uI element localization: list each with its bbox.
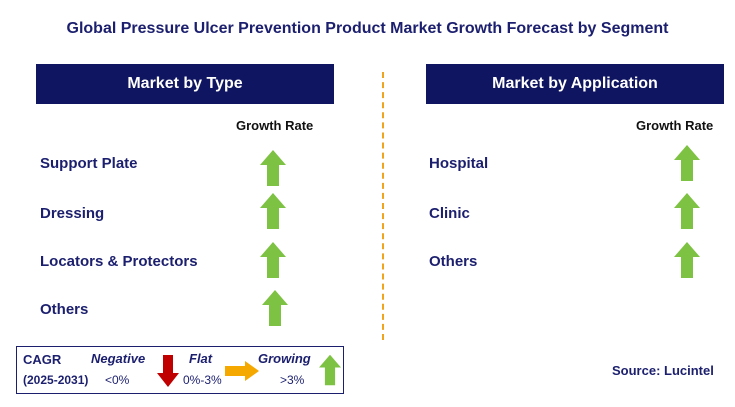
legend-growing-range: >3% xyxy=(280,373,305,387)
application-row-label-clinic: Clinic xyxy=(429,205,470,222)
legend-cagr-label: CAGR xyxy=(23,352,62,367)
type-row-label-others: Others xyxy=(40,301,89,318)
type-panel-header: Market by Type xyxy=(36,64,334,104)
legend-flat-label: Flat xyxy=(189,351,213,366)
cagr-legend: CAGR (2025-2031) Negative <0% Flat 0%-3%… xyxy=(16,346,344,394)
arrow-up-icon xyxy=(319,354,341,386)
arrow-up-icon xyxy=(262,290,288,326)
type-row-label-dressing: Dressing xyxy=(40,205,105,222)
legend-negative-label: Negative xyxy=(91,351,146,366)
arrow-up-icon xyxy=(674,242,700,278)
legend-growing-label: Growing xyxy=(258,351,311,366)
page-title: Global Pressure Ulcer Prevention Product… xyxy=(66,20,669,37)
type-growth-rate-label: Growth Rate xyxy=(236,118,314,133)
legend-flat-range: 0%-3% xyxy=(183,373,222,387)
panel-divider xyxy=(382,72,384,340)
legend-negative-range: <0% xyxy=(105,373,130,387)
arrow-up-icon xyxy=(260,242,286,278)
arrow-up-icon xyxy=(260,150,286,186)
arrow-down-icon xyxy=(157,355,179,387)
arrow-up-icon xyxy=(674,193,700,229)
type-row-label-locators-protectors: Locators & Protectors xyxy=(40,253,198,270)
application-growth-rate-label: Growth Rate xyxy=(636,118,714,133)
source-label: Source: Lucintel xyxy=(612,363,714,378)
arrow-right-icon xyxy=(225,361,259,381)
application-row-label-hospital: Hospital xyxy=(429,155,489,172)
application-row-label-others: Others xyxy=(429,253,478,270)
type-row-label-support-plate: Support Plate xyxy=(40,155,138,172)
arrow-up-icon xyxy=(260,193,286,229)
arrow-up-icon xyxy=(674,145,700,181)
application-panel-header: Market by Application xyxy=(426,64,724,104)
legend-period: (2025-2031) xyxy=(23,373,89,387)
